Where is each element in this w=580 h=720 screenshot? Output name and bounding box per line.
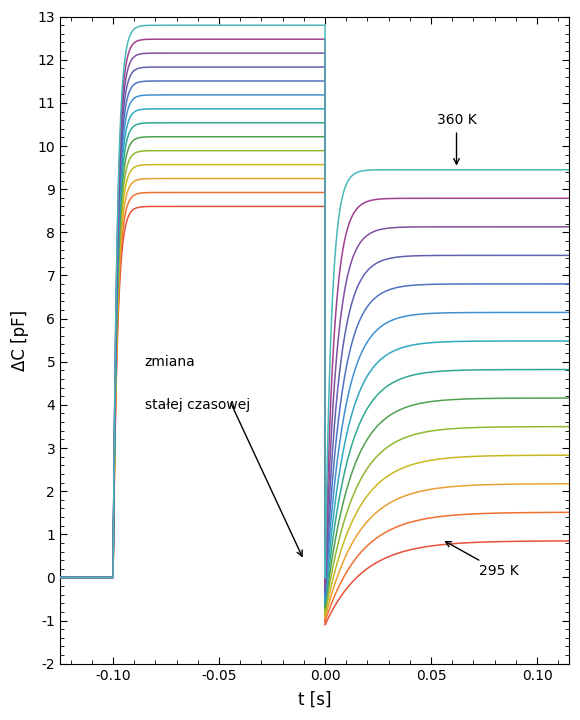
Text: zmiana: zmiana	[145, 355, 195, 369]
Text: stałej czasowej: stałej czasowej	[145, 398, 250, 412]
X-axis label: t [s]: t [s]	[298, 691, 331, 709]
Y-axis label: ΔC [pF]: ΔC [pF]	[11, 310, 29, 371]
Text: 360 K: 360 K	[437, 114, 476, 164]
Text: 295 K: 295 K	[445, 541, 519, 578]
